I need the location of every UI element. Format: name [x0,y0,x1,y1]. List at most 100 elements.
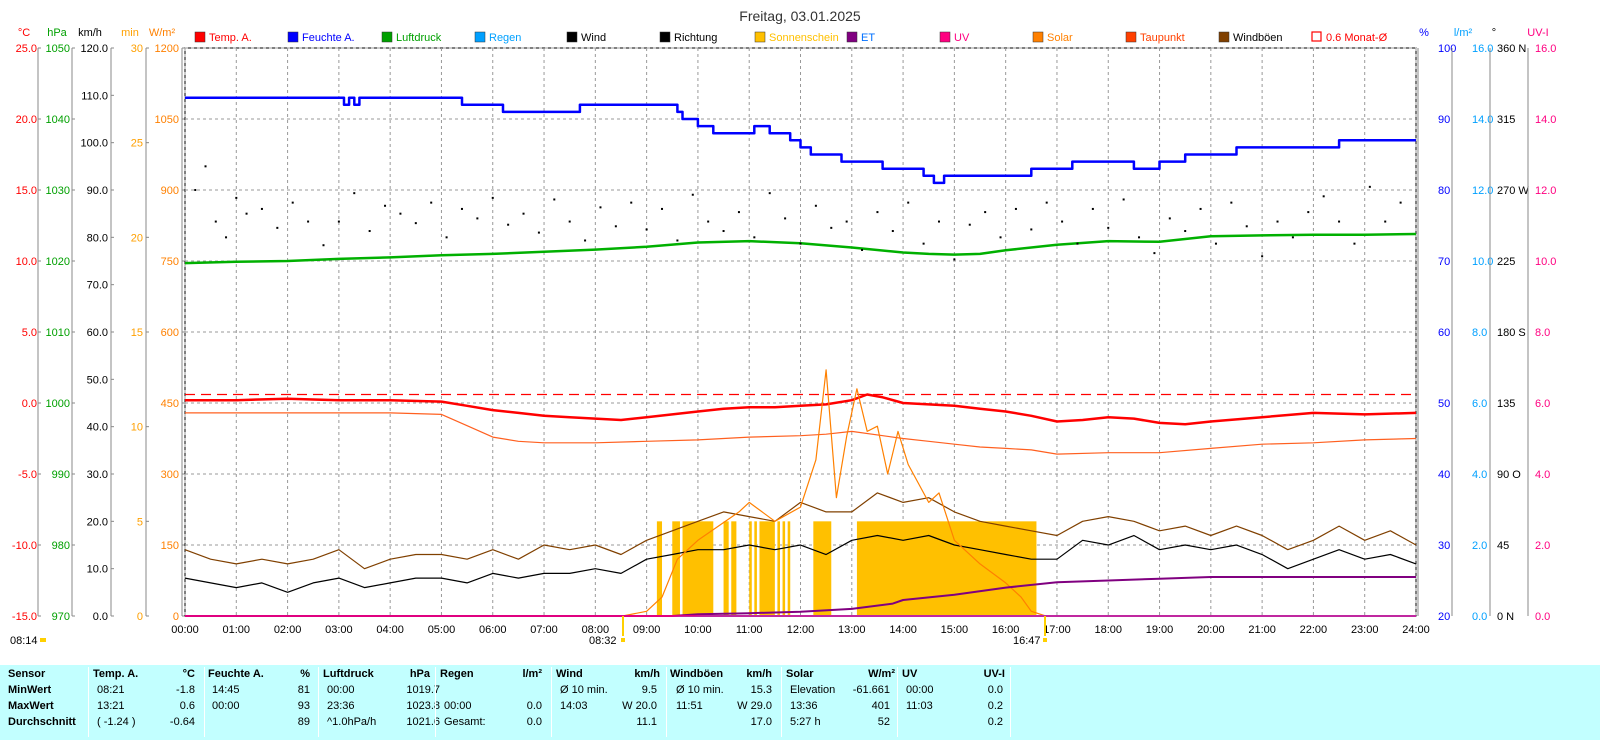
stats-rain-time-2: Gesamt: [444,716,486,728]
stats-solar-note-1: 13:36 [790,700,818,712]
stats-wind-val-2: 11.1 [636,716,657,728]
direction-point-46 [876,211,879,214]
stats-hum-time-1: 00:00 [212,700,240,712]
stats-wind-val-0: 9.5 [641,684,657,696]
legend-label-9: Solar [1047,32,1073,44]
direction-point-6 [260,207,263,210]
direction-point-42 [814,204,817,207]
direction-point-1 [204,165,207,168]
stats-separator [781,667,782,737]
legend-swatch-7 [846,31,858,43]
direction-point-47 [891,230,894,233]
direction-point-4 [235,196,238,199]
axis-tick-wind-11: 10.0 [87,564,108,576]
sunshine-bar-3 [723,521,729,616]
stats-separator [897,667,898,737]
series-line-solar [622,369,1046,617]
stats-uv-time-1: 11:03 [906,700,933,712]
stats-label-0: MinWert [8,684,52,696]
direction-point-14 [384,204,387,207]
direction-point-80 [1399,201,1402,204]
axis-tick-rain-2: 12.0 [1472,185,1493,197]
axis-tick-uvi-0: 16.0 [1535,43,1556,55]
direction-point-59 [1076,242,1079,245]
direction-point-45 [861,248,864,251]
stats-uv-time-0: 00:00 [906,684,934,696]
stats-solar-note-2: 5:27 h [790,716,821,728]
sun-start-marker [621,638,625,642]
stats-press-val-2: 1021.6 [406,716,440,728]
axis-unit-press: hPa [47,27,67,39]
direction-point-33 [676,239,679,242]
direction-point-31 [645,228,648,231]
stats-uv-val-2: 0.2 [987,716,1003,728]
direction-point-20 [476,217,479,220]
stats-wind-note-0: Ø 10 min. [560,684,608,696]
series-line-temp-a- [185,393,1417,426]
stats-solar-val-2: 52 [877,716,890,728]
axis-tick-sun-1: 25 [131,138,143,150]
stats-header-7: Regen [440,668,474,680]
direction-point-63 [1138,236,1141,239]
axis-unit-rain: l/m² [1454,27,1473,39]
stats-label-1: MaxWert [8,700,54,712]
stats-header-5: Luftdruck [323,668,374,680]
axis-tick-sun-3: 15 [131,327,143,339]
axis-unit-sun: min [121,27,139,39]
axis-tick-wind-9: 30.0 [87,469,108,481]
chart-plot-area [184,96,1417,617]
chart-axes: °C 25.0 20.0 15.0 10.0 5.0 0.0 -5.0 -10.0 -15.0 hP… [12,27,1557,623]
axis-tick-hum-6: 40 [1438,469,1450,481]
stats-press-val-1: 1023.8 [406,700,440,712]
axis-tick-wind-5: 70.0 [87,280,108,292]
axis-unit-uvi: UV-I [1527,27,1548,39]
direction-point-50 [937,220,940,223]
stats-header-16: UV-I [983,668,1005,680]
x-tick-18: 18:00 [1094,624,1122,636]
legend-swatch-5 [659,31,671,43]
axis-tick-uvi-6: 4.0 [1535,469,1550,481]
x-tick-24: 24:00 [1402,624,1430,636]
sunrise-marker [40,638,46,642]
direction-point-75 [1322,195,1325,198]
axis-tick-press-8: 970 [52,611,70,623]
sunrise-label: 08:14 [10,635,38,647]
sunshine-bar-4 [731,521,737,616]
axis-tick-wind-0: 120.0 [80,43,108,55]
direction-point-58 [1061,220,1064,223]
axis-tick-press-6: 990 [52,469,70,481]
x-tick-22: 22:00 [1300,624,1328,636]
axis-tick-solar-6: 300 [161,469,179,481]
stats-separator [666,667,667,737]
direction-point-52 [968,223,971,226]
legend-label-0: Temp. A. [209,32,252,44]
x-tick-5: 05:00 [428,624,456,636]
axis-tick-wind-8: 40.0 [87,422,108,434]
axis-tick-dir-7: 45 [1497,540,1509,552]
stats-wind-val-1: W 20.0 [622,700,657,712]
direction-point-3 [225,236,228,239]
direction-point-62 [1122,198,1125,201]
axis-tick-wind-1: 110.0 [81,90,108,102]
legend-swatch-2 [381,31,393,43]
direction-point-12 [353,192,356,195]
stats-press-val-0: 1019.7 [406,684,440,696]
stats-gust-val-0: 15.3 [750,684,772,696]
x-tick-21: 21:00 [1248,624,1276,636]
axis-unit-solar: W/m² [149,27,176,39]
direction-point-17 [430,201,433,204]
x-tick-6: 06:00 [479,624,507,636]
stats-header-3: Feuchte A. [208,668,264,680]
legend-label-11: Windböen [1233,32,1283,44]
legend-label-7: ET [861,32,875,44]
axis-tick-hum-2: 80 [1438,185,1450,197]
legend-swatch-0 [194,31,206,43]
axis-tick-solar-8: 0 [173,611,179,623]
stats-header-10: km/h [634,668,660,680]
axis-tick-dir-6: 90 O [1497,469,1521,481]
axis-tick-uvi-3: 10.0 [1535,256,1556,268]
stats-gust-val-2: 17.0 [750,716,772,728]
legend-swatch-10 [1125,31,1137,43]
axis-tick-hum-3: 70 [1438,256,1450,268]
axis-tick-rain-7: 2.0 [1472,540,1487,552]
